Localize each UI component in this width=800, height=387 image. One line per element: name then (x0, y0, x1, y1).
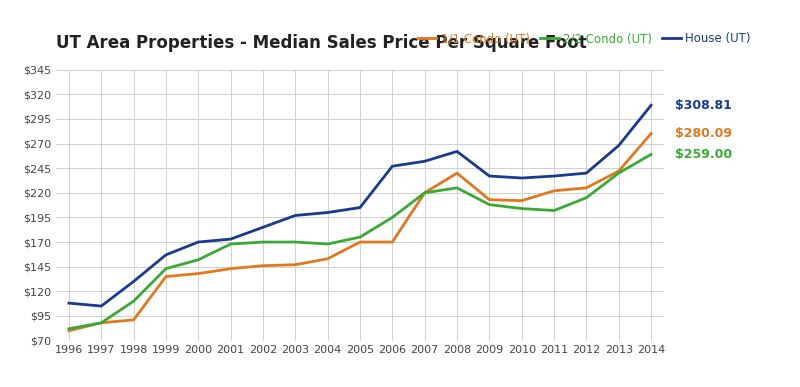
Text: $308.81: $308.81 (675, 99, 732, 112)
1/1 Condo (UT) (194, 271, 203, 276)
House (UT) (97, 304, 106, 308)
1/1 Condo (UT) (582, 185, 591, 190)
House (UT) (226, 237, 235, 241)
1/1 Condo (UT) (387, 240, 397, 244)
1/1 Condo (UT) (550, 188, 559, 193)
Line: 2/2 Condo (UT): 2/2 Condo (UT) (69, 154, 651, 329)
2/2 Condo (UT) (161, 266, 170, 271)
House (UT) (485, 174, 494, 178)
2/2 Condo (UT) (97, 320, 106, 325)
2/2 Condo (UT) (64, 326, 74, 331)
1/1 Condo (UT) (452, 171, 462, 175)
House (UT) (323, 210, 333, 215)
1/1 Condo (UT) (226, 266, 235, 271)
House (UT) (258, 225, 268, 229)
1/1 Condo (UT) (64, 329, 74, 333)
Text: UT Area Properties - Median Sales Price Per Square Foot: UT Area Properties - Median Sales Price … (56, 34, 586, 53)
1/1 Condo (UT) (517, 199, 526, 203)
House (UT) (420, 159, 430, 164)
1/1 Condo (UT) (614, 169, 623, 173)
1/1 Condo (UT) (129, 318, 138, 322)
House (UT) (290, 213, 300, 218)
2/2 Condo (UT) (614, 171, 623, 175)
2/2 Condo (UT) (517, 206, 526, 211)
2/2 Condo (UT) (582, 195, 591, 200)
Legend: 1/1 Condo (UT), 2/2 Condo (UT), House (UT): 1/1 Condo (UT), 2/2 Condo (UT), House (U… (418, 32, 751, 45)
1/1 Condo (UT) (355, 240, 365, 244)
House (UT) (64, 301, 74, 305)
2/2 Condo (UT) (258, 240, 268, 244)
2/2 Condo (UT) (550, 208, 559, 213)
House (UT) (387, 164, 397, 168)
2/2 Condo (UT) (323, 242, 333, 247)
2/2 Condo (UT) (420, 190, 430, 195)
1/1 Condo (UT) (420, 190, 430, 195)
2/2 Condo (UT) (387, 215, 397, 220)
House (UT) (129, 279, 138, 284)
1/1 Condo (UT) (258, 264, 268, 268)
House (UT) (550, 174, 559, 178)
2/2 Condo (UT) (226, 242, 235, 247)
1/1 Condo (UT) (97, 320, 106, 325)
House (UT) (614, 143, 623, 148)
1/1 Condo (UT) (485, 197, 494, 202)
2/2 Condo (UT) (452, 185, 462, 190)
2/2 Condo (UT) (194, 257, 203, 262)
House (UT) (646, 103, 656, 108)
House (UT) (194, 240, 203, 244)
1/1 Condo (UT) (290, 262, 300, 267)
2/2 Condo (UT) (355, 235, 365, 240)
2/2 Condo (UT) (485, 202, 494, 207)
1/1 Condo (UT) (323, 257, 333, 261)
2/2 Condo (UT) (129, 299, 138, 303)
House (UT) (452, 149, 462, 154)
House (UT) (161, 253, 170, 257)
House (UT) (582, 171, 591, 175)
Line: House (UT): House (UT) (69, 105, 651, 306)
Text: $280.09: $280.09 (675, 127, 732, 140)
1/1 Condo (UT) (646, 131, 656, 136)
Line: 1/1 Condo (UT): 1/1 Condo (UT) (69, 134, 651, 331)
House (UT) (355, 205, 365, 210)
House (UT) (517, 176, 526, 180)
1/1 Condo (UT) (161, 274, 170, 279)
2/2 Condo (UT) (646, 152, 656, 157)
2/2 Condo (UT) (290, 240, 300, 244)
Text: $259.00: $259.00 (675, 148, 732, 161)
